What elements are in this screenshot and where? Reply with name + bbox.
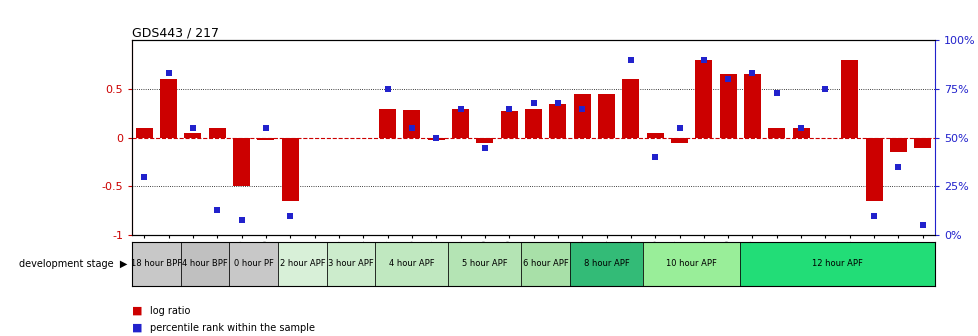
Bar [282, 138, 298, 201]
Bar [160, 79, 177, 138]
Text: 6 hour APF: 6 hour APF [522, 259, 568, 268]
Bar [840, 60, 858, 138]
Bar [136, 128, 153, 138]
Bar [378, 109, 396, 138]
Bar [524, 109, 542, 138]
Text: 18 hour BPF: 18 hour BPF [131, 259, 182, 268]
Text: 12 hour APF: 12 hour APF [812, 259, 863, 268]
Bar [403, 111, 420, 138]
Text: percentile rank within the sample: percentile rank within the sample [150, 323, 315, 333]
Bar [521, 242, 569, 286]
Bar [327, 242, 375, 286]
Text: 8 hour APF: 8 hour APF [583, 259, 629, 268]
Bar [375, 242, 448, 286]
Bar [889, 138, 906, 153]
Bar [278, 242, 327, 286]
Bar [184, 133, 201, 138]
Text: 5 hour APF: 5 hour APF [462, 259, 508, 268]
Bar [622, 79, 639, 138]
Bar [743, 75, 760, 138]
Bar [427, 138, 444, 140]
Bar [233, 138, 250, 186]
Text: 4 hour APF: 4 hour APF [388, 259, 434, 268]
Bar [208, 128, 226, 138]
Bar [768, 128, 784, 138]
Text: log ratio: log ratio [150, 306, 190, 316]
Text: GDS443 / 217: GDS443 / 217 [132, 26, 219, 39]
Text: 0 hour PF: 0 hour PF [234, 259, 274, 268]
Bar [229, 242, 278, 286]
Text: ■: ■ [132, 323, 143, 333]
Bar [476, 138, 493, 143]
Bar [792, 128, 809, 138]
Bar [719, 75, 735, 138]
Bar [181, 242, 229, 286]
Text: 3 hour APF: 3 hour APF [328, 259, 374, 268]
Bar [739, 242, 934, 286]
Bar [670, 138, 688, 143]
Text: 2 hour APF: 2 hour APF [280, 259, 325, 268]
Bar [569, 242, 643, 286]
Text: 4 hour BPF: 4 hour BPF [182, 259, 228, 268]
Bar [448, 242, 521, 286]
Bar [865, 138, 882, 201]
Bar [549, 103, 566, 138]
Bar [132, 242, 181, 286]
Text: 10 hour APF: 10 hour APF [666, 259, 716, 268]
Bar [646, 133, 663, 138]
Bar [573, 94, 590, 138]
Text: development stage  ▶: development stage ▶ [19, 259, 127, 269]
Text: ■: ■ [132, 306, 143, 316]
Bar [500, 112, 517, 138]
Bar [694, 60, 712, 138]
Bar [643, 242, 739, 286]
Bar [452, 109, 468, 138]
Bar [257, 138, 274, 140]
Bar [598, 94, 614, 138]
Bar [913, 138, 930, 148]
